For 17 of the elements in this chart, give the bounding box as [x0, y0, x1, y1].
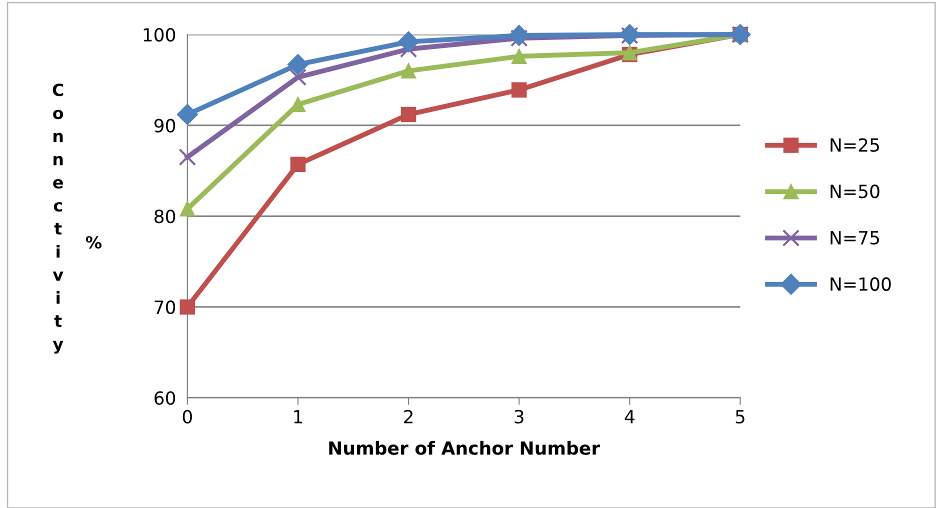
y-tick-label: 80 — [154, 210, 176, 224]
x-tick-label: 5 — [736, 410, 744, 424]
x-tick-label: 4 — [624, 410, 634, 424]
text: Connectivity % — [52, 84, 102, 354]
x-axis-title: Number of Anchor Number — [329, 440, 600, 455]
legend-label: N=50 — [830, 184, 880, 198]
y-tick-label: 70 — [154, 300, 176, 314]
x-tick-label: 3 — [514, 410, 524, 424]
x-tick-label: 0 — [182, 410, 192, 424]
legend-label: N=25 — [830, 138, 879, 152]
x-tick-label: 1 — [294, 410, 302, 424]
legend-label: N=75 — [830, 231, 879, 245]
y-tick-label: 90 — [154, 118, 176, 132]
y-tick-label: 60 — [154, 391, 176, 405]
y-tick-label: 100 — [144, 28, 176, 42]
legend-label: N=100 — [830, 277, 891, 291]
x-tick-label: 2 — [404, 410, 412, 424]
